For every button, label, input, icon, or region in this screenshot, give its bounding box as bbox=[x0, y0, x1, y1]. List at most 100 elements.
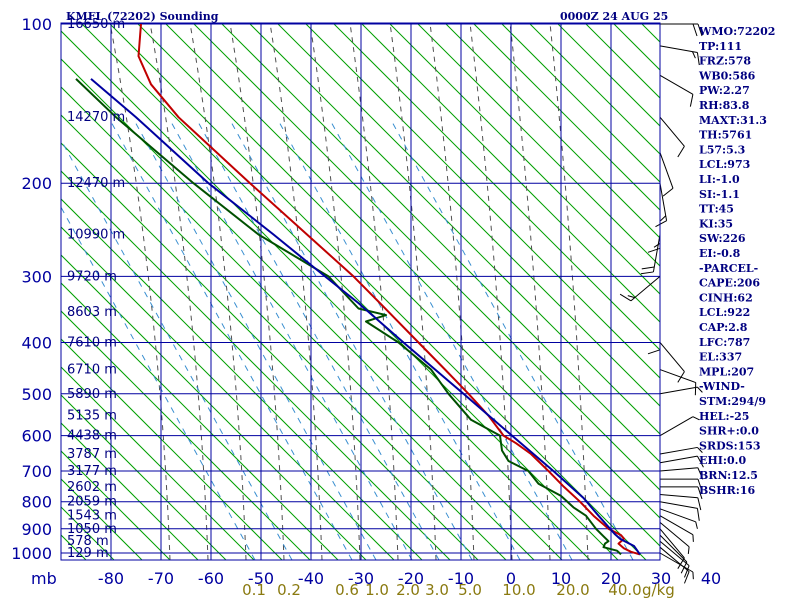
plot-frame bbox=[60, 22, 661, 561]
height-label: 5135 m bbox=[67, 409, 117, 424]
index-entry: -PARCEL- bbox=[699, 262, 758, 275]
wind-barb bbox=[659, 116, 685, 158]
index-entry: PW:2.27 bbox=[699, 84, 750, 97]
index-entry: TT:45 bbox=[699, 203, 734, 216]
dry-adiabat bbox=[192, 23, 660, 491]
index-entry: EHI:0.0 bbox=[699, 454, 746, 467]
dry-adiabat bbox=[584, 23, 660, 99]
height-label: 12470 m bbox=[67, 176, 125, 191]
dry-adiabat bbox=[80, 23, 619, 560]
pressure-tick-label: 200 bbox=[21, 174, 52, 193]
index-entry: EI:-0.8 bbox=[699, 247, 741, 260]
index-entry: TH:5761 bbox=[699, 129, 752, 142]
dry-adiabat bbox=[416, 23, 660, 267]
wind-barb bbox=[659, 152, 674, 197]
pressure-tick-label: 300 bbox=[21, 267, 52, 286]
temperature-tick-label: -10 bbox=[448, 569, 474, 588]
dry-adiabat bbox=[276, 23, 660, 407]
wind-barb bbox=[660, 478, 703, 492]
temperature-tick-label: -40 bbox=[298, 569, 324, 588]
dry-adiabat bbox=[61, 142, 479, 560]
dry-adiabat bbox=[332, 23, 660, 351]
index-entry: CAPE:206 bbox=[699, 277, 760, 290]
temperature-tick-label: 20 bbox=[601, 569, 621, 588]
pressure-tick-label: 600 bbox=[21, 427, 52, 446]
height-label: 10990 m bbox=[67, 228, 125, 243]
height-label: 6710 m bbox=[67, 363, 117, 378]
dry-adiabat bbox=[556, 23, 660, 127]
dry-adiabat bbox=[136, 23, 660, 547]
dry-adiabat bbox=[248, 23, 660, 435]
pressure-tick-label: 500 bbox=[21, 385, 52, 404]
temperature-tick-label: -70 bbox=[148, 569, 174, 588]
mixing-ratio-label: 2.0 bbox=[396, 581, 420, 599]
wind-barb bbox=[659, 45, 700, 66]
dry-adiabat bbox=[61, 282, 339, 560]
index-entry: FRZ:578 bbox=[699, 55, 751, 68]
wind-barb bbox=[659, 521, 690, 554]
height-label: 16650 m bbox=[67, 17, 125, 32]
dry-adiabat bbox=[61, 114, 507, 560]
index-entry: MPL:207 bbox=[699, 365, 754, 378]
index-entry: WMO:72202 bbox=[698, 25, 775, 38]
index-entry: SRDS:153 bbox=[699, 439, 761, 452]
index-entry: LFC:787 bbox=[699, 336, 750, 349]
pressure-tick-label: 800 bbox=[21, 493, 52, 512]
temperature-tick-label: 30 bbox=[651, 569, 671, 588]
temperature-tick-label: -20 bbox=[398, 569, 424, 588]
wind-barb bbox=[659, 467, 704, 480]
pressure-tick-label: 900 bbox=[21, 520, 52, 539]
index-entry: EL:337 bbox=[699, 351, 742, 364]
wind-barb bbox=[659, 455, 704, 468]
mixing-ratio-label: 20.0 bbox=[556, 581, 589, 599]
temperature-tick-label: 40 bbox=[701, 569, 721, 588]
dry-adiabat bbox=[61, 394, 227, 560]
pressure-tick-label: 100 bbox=[21, 15, 52, 34]
wind-barb bbox=[640, 234, 661, 275]
wind-barb bbox=[619, 276, 661, 302]
dry-adiabat bbox=[61, 198, 423, 560]
wind-barb bbox=[659, 501, 700, 521]
dry-adiabat bbox=[164, 23, 660, 519]
temperature-tick-label: -60 bbox=[198, 569, 224, 588]
dry-adiabat bbox=[304, 23, 660, 379]
dry-adiabat bbox=[388, 23, 660, 295]
index-entry: STM:294/9 bbox=[699, 395, 766, 408]
index-entry: LCL:922 bbox=[699, 306, 750, 319]
mixing-ratio-label: 0.2 bbox=[277, 581, 301, 599]
temperature-profile bbox=[137, 23, 641, 556]
index-entry: MAXT:31.3 bbox=[699, 114, 767, 127]
wind-barb bbox=[659, 534, 688, 574]
parcel-path bbox=[90, 78, 641, 555]
dry-adiabat bbox=[61, 338, 283, 560]
wind-barb bbox=[659, 540, 690, 578]
dry-adiabat bbox=[61, 86, 535, 560]
wind-barb bbox=[659, 342, 685, 383]
temperature-tick-label: 10 bbox=[551, 569, 571, 588]
height-label: 9720 m bbox=[67, 269, 117, 284]
mixing-ratio-label: 0.6 bbox=[335, 581, 359, 599]
wind-barb bbox=[660, 486, 703, 500]
dry-adiabat bbox=[61, 310, 311, 560]
wind-barb bbox=[659, 446, 703, 455]
temperature-tick-label: 0 bbox=[506, 569, 516, 588]
dry-adiabat bbox=[61, 58, 563, 560]
pressure-tick-label: 700 bbox=[21, 462, 52, 481]
wind-barb bbox=[659, 528, 685, 569]
dry-adiabat bbox=[444, 23, 660, 239]
index-entry: KI:35 bbox=[699, 217, 733, 230]
index-entry: BRN:12.5 bbox=[699, 469, 758, 482]
wind-barb bbox=[659, 369, 697, 396]
index-entry: CAP:2.8 bbox=[699, 321, 748, 334]
dry-adiabat bbox=[61, 422, 199, 560]
mixing-ratio-label: 40.0 bbox=[608, 581, 641, 599]
dry-adiabat bbox=[360, 23, 660, 323]
wind-barb bbox=[659, 386, 703, 395]
mixing-ratio-label: 0.1 bbox=[242, 581, 266, 599]
height-label: 1050 m bbox=[67, 522, 117, 537]
index-entry: SW:226 bbox=[699, 232, 746, 245]
wind-barb bbox=[659, 416, 700, 437]
index-entry: LI:-1.0 bbox=[699, 173, 740, 186]
